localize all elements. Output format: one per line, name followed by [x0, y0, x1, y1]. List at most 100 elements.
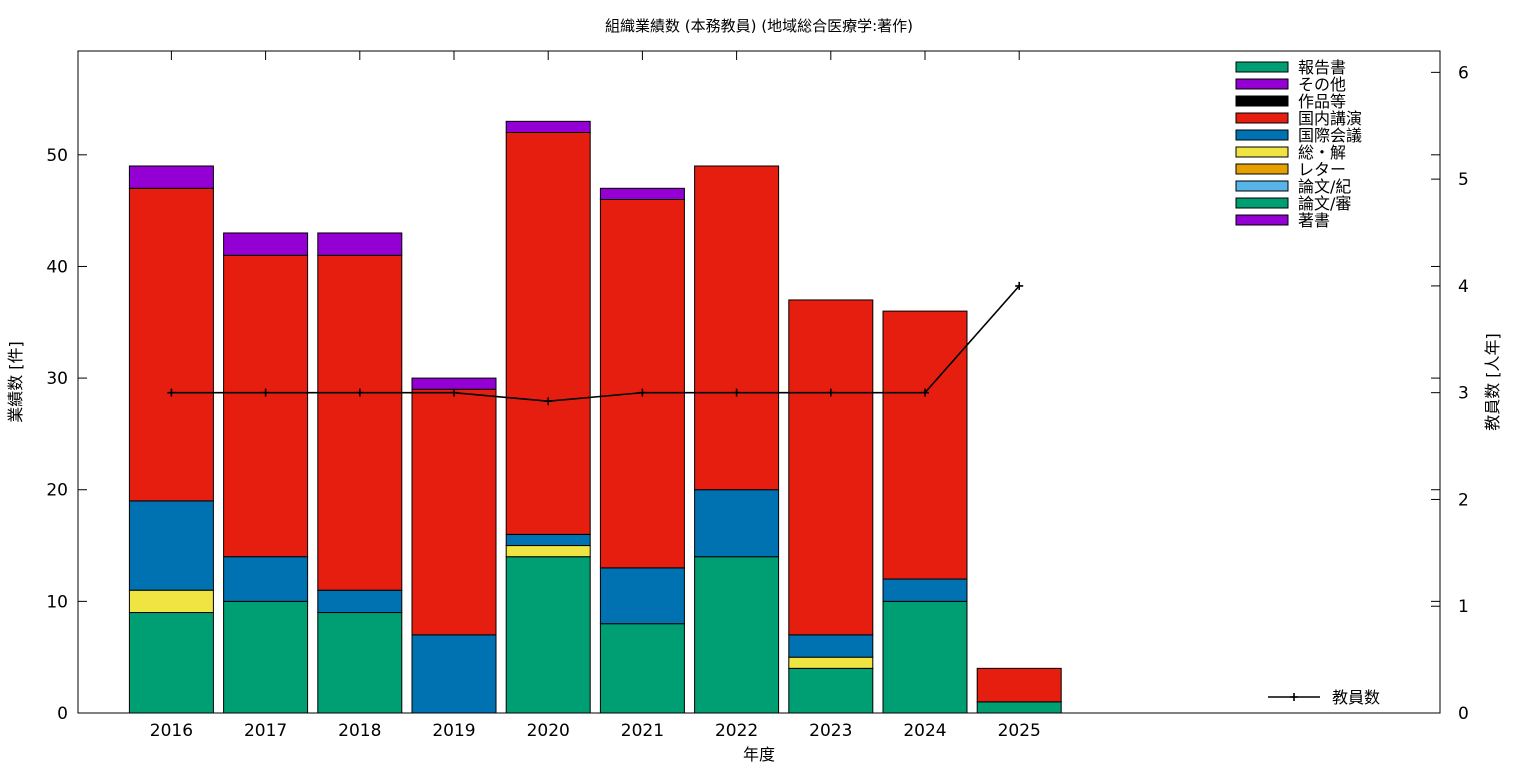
- bar-segment: [976, 701, 1062, 714]
- line-point: [1015, 281, 1024, 290]
- line-point: [167, 388, 176, 397]
- bar-segment: [788, 667, 874, 714]
- legend-swatch: [1235, 197, 1289, 209]
- line-legend: 教員数: [1268, 688, 1380, 707]
- bar-segment: [128, 612, 214, 714]
- bar-segment: [411, 634, 497, 714]
- bar-segment: [223, 556, 309, 602]
- y2-tick-label: 5: [1458, 170, 1469, 190]
- x-tick-label: 2018: [338, 721, 381, 741]
- legend-label: 著書: [1298, 211, 1330, 230]
- bar-segment: [223, 232, 309, 256]
- bar-segment: [599, 623, 685, 714]
- legend-label: 国内講演: [1298, 109, 1362, 128]
- bar-segment: [694, 165, 780, 491]
- legend-swatch: [1235, 112, 1289, 124]
- bar-segment: [223, 254, 309, 558]
- y2-tick-label: 0: [1458, 704, 1469, 724]
- x-tick-label: 2024: [903, 721, 946, 741]
- bar-segment: [128, 589, 214, 614]
- y2-tick-label: 3: [1458, 384, 1469, 404]
- y2-tick-label: 6: [1458, 63, 1469, 83]
- legend-label: 報告書: [1298, 58, 1346, 77]
- y-tick-label: 20: [46, 481, 68, 501]
- bar-segment: [128, 500, 214, 591]
- legend-label: 論文/審: [1298, 194, 1351, 213]
- y-tick-label: 10: [46, 592, 68, 612]
- bar-segment: [788, 656, 874, 669]
- line-point: [638, 388, 647, 397]
- line-point: [450, 388, 458, 397]
- legend-swatch: [1235, 146, 1289, 158]
- x-tick-label: 2025: [998, 721, 1041, 741]
- legend-label: 総・解: [1298, 143, 1346, 162]
- bars: [128, 120, 1062, 714]
- bar-segment: [694, 489, 780, 558]
- legend-label: その他: [1298, 75, 1346, 94]
- x-tick-label: 2023: [809, 721, 852, 741]
- x-tick-label: 2016: [150, 721, 193, 741]
- x-tick-label: 2022: [715, 721, 758, 741]
- legend-swatch: [1235, 61, 1289, 73]
- y2-axis: 0 1 2 3 4 5 6: [1431, 63, 1469, 724]
- bar-segment: [505, 533, 591, 547]
- legend-label: 作品等: [1298, 92, 1346, 111]
- x-tick-label: 2020: [527, 721, 570, 741]
- bar-segment: [505, 120, 591, 133]
- bar-segment: [882, 600, 968, 714]
- y2-tick-label: 2: [1458, 490, 1469, 510]
- x-tick-label: 2021: [621, 721, 664, 741]
- legend-swatch: [1235, 78, 1289, 90]
- y-tick-label: 30: [46, 369, 68, 389]
- bar-segment: [599, 567, 685, 625]
- bar-segment: [505, 556, 591, 714]
- line-legend-marker: [1290, 693, 1298, 701]
- bar-segment: [976, 667, 1062, 703]
- bar-segment: [317, 232, 403, 256]
- x-tick-label: 2019: [432, 721, 475, 741]
- y2-tick-label: 4: [1458, 277, 1469, 297]
- legend-swatch: [1235, 214, 1289, 226]
- bar-segment: [411, 388, 497, 636]
- bar-segment: [505, 131, 591, 535]
- chart-title: 組織業績数 (本務教員) (地域総合医療学:著作): [605, 17, 913, 35]
- legend-label: 論文/紀: [1298, 177, 1351, 196]
- bar-segment: [317, 254, 403, 591]
- legend-swatch: [1235, 129, 1289, 141]
- line-legend-label: 教員数: [1332, 688, 1380, 707]
- bar-segment: [694, 556, 780, 714]
- bar-segment: [411, 377, 497, 390]
- bar-segment: [788, 634, 874, 658]
- legend-swatch: [1235, 163, 1289, 175]
- line-path: [171, 285, 1020, 403]
- bar-segment: [128, 187, 214, 502]
- y2-tick-label: 1: [1458, 597, 1469, 617]
- legend-label: 国際会議: [1298, 126, 1362, 145]
- x-axis-label: 年度: [743, 745, 775, 764]
- legend-swatch: [1235, 180, 1289, 192]
- legend-swatch: [1235, 95, 1289, 107]
- bar-segment: [317, 612, 403, 714]
- legend-label: レター: [1298, 160, 1346, 179]
- line-point: [921, 388, 929, 397]
- bar-segment: [317, 589, 403, 614]
- line-point: [826, 388, 835, 397]
- x-tick-label: 2017: [244, 721, 287, 741]
- y-axis: 0 10 20 30 40 50: [46, 146, 1440, 724]
- bar-segment: [223, 600, 309, 714]
- bar-segment: [788, 299, 874, 636]
- line-point: [261, 388, 270, 397]
- x-axis: 2016 2017 2018 2019 2020 2021 2022 2023 2024 2025: [150, 51, 1041, 741]
- line-point: [732, 388, 741, 397]
- y-tick-label: 40: [46, 257, 68, 277]
- bar-segment: [505, 545, 591, 558]
- bar-segment: [882, 310, 968, 580]
- y-tick-label: 0: [57, 704, 68, 724]
- line-point: [355, 388, 364, 397]
- bar-segment: [599, 187, 685, 200]
- bar-segment: [599, 198, 685, 569]
- y-tick-label: 50: [46, 146, 68, 166]
- y-axis-label: 業績数 [件]: [6, 341, 25, 423]
